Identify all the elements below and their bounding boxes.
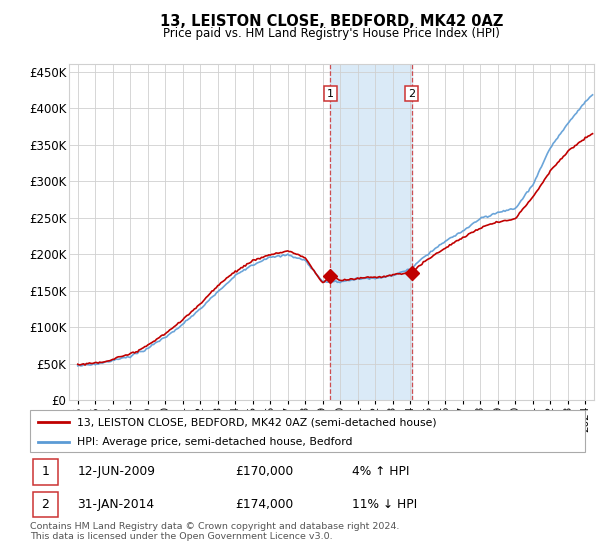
Text: 1: 1	[41, 465, 49, 478]
FancyBboxPatch shape	[30, 410, 585, 452]
Bar	[331, 64, 412, 400]
Text: 4% ↑ HPI: 4% ↑ HPI	[352, 465, 409, 478]
Text: 2: 2	[408, 88, 415, 99]
Text: 1: 1	[327, 88, 334, 99]
Text: 11% ↓ HPI: 11% ↓ HPI	[352, 498, 417, 511]
Text: HPI: Average price, semi-detached house, Bedford: HPI: Average price, semi-detached house,…	[77, 437, 353, 447]
Text: 13, LEISTON CLOSE, BEDFORD, MK42 0AZ: 13, LEISTON CLOSE, BEDFORD, MK42 0AZ	[160, 14, 503, 29]
Text: 31-JAN-2014: 31-JAN-2014	[77, 498, 154, 511]
Text: 2: 2	[41, 498, 49, 511]
Text: Contains HM Land Registry data © Crown copyright and database right 2024.
This d: Contains HM Land Registry data © Crown c…	[30, 522, 400, 542]
Text: 12-JUN-2009: 12-JUN-2009	[77, 465, 155, 478]
Text: £174,000: £174,000	[235, 498, 293, 511]
Text: £170,000: £170,000	[235, 465, 293, 478]
FancyBboxPatch shape	[33, 459, 58, 485]
FancyBboxPatch shape	[33, 492, 58, 517]
Text: Price paid vs. HM Land Registry's House Price Index (HPI): Price paid vs. HM Land Registry's House …	[163, 27, 500, 40]
Text: 13, LEISTON CLOSE, BEDFORD, MK42 0AZ (semi-detached house): 13, LEISTON CLOSE, BEDFORD, MK42 0AZ (se…	[77, 417, 437, 427]
